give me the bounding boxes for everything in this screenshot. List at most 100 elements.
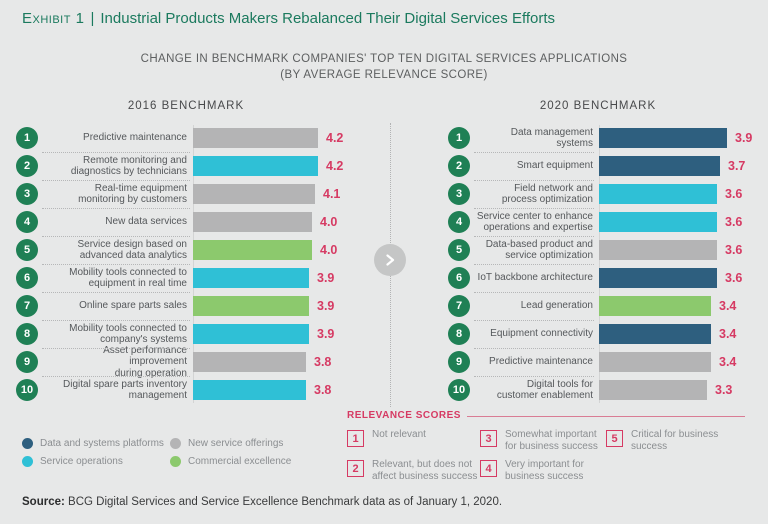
relevance-scores-rule xyxy=(466,416,745,417)
row-separator xyxy=(474,376,594,377)
source-text: BCG Digital Services and Service Excelle… xyxy=(64,496,503,508)
chevron-right-icon xyxy=(386,254,395,266)
value-bar xyxy=(599,268,717,288)
legend-item-label: Commercial excellence xyxy=(188,455,292,467)
value-bar xyxy=(193,324,309,344)
relevance-score-item: 4 Very important for business success xyxy=(480,459,606,482)
chart-row: 8 Mobility tools connected to company's s… xyxy=(16,320,343,348)
score-description: Relevant, but does not affect business s… xyxy=(372,459,478,482)
subtitle-line-1: CHANGE IN BENCHMARK COMPANIES' TOP TEN D… xyxy=(140,53,628,65)
rank-badge: 5 xyxy=(16,239,38,261)
value-label: 4.2 xyxy=(326,131,344,145)
chart-row: 8 Equipment connectivity 3.4 xyxy=(448,320,752,348)
value-bar xyxy=(193,156,318,176)
item-label: IoT backbone architecture xyxy=(477,272,593,284)
row-separator xyxy=(42,180,190,181)
benchmark-2020-chart: 1 Data management systems 3.9 2 Smart equipm… xyxy=(448,124,752,404)
exhibit-label: Exhibit 1 xyxy=(22,10,85,27)
item-label: Data management systems xyxy=(510,126,593,150)
item-label: Equipment connectivity xyxy=(490,328,593,340)
value-bar xyxy=(193,240,312,260)
source-note: Source: BCG Digital Services and Service… xyxy=(22,496,502,508)
row-separator xyxy=(42,376,190,377)
chart-row: 9 Asset performance improvement during op… xyxy=(16,345,343,379)
chart-row: 7 Online spare parts sales 3.9 xyxy=(16,292,343,320)
value-label: 3.4 xyxy=(719,299,737,313)
chart-row: 5 Data-based product and service optimiza… xyxy=(448,236,752,264)
value-bar xyxy=(193,268,309,288)
chart-row: 2 Remote monitoring and diagnostics by te… xyxy=(16,152,343,180)
legend-color-dot xyxy=(170,437,181,449)
item-label: Online spare parts sales xyxy=(79,300,187,312)
value-bar xyxy=(599,212,717,232)
chart-row: 3 Field network and process optimization 3… xyxy=(448,180,752,208)
category-legend: Data and systems platforms Service operat… xyxy=(22,434,318,470)
chart-row: 7 Lead generation 3.4 xyxy=(448,292,752,320)
value-label: 4.0 xyxy=(320,215,338,229)
legend-item: Service operations xyxy=(22,452,170,470)
chart-row: 4 Service center to enhance operations an… xyxy=(448,208,752,236)
legend-item-label: Service operations xyxy=(40,455,123,467)
rank-badge: 10 xyxy=(16,379,38,401)
rank-badge: 8 xyxy=(16,323,38,345)
item-label: Real-time equipment monitoring by custom… xyxy=(78,182,187,206)
row-separator xyxy=(474,208,594,209)
legend-item-label: Data and systems platforms xyxy=(40,437,164,449)
value-label: 3.9 xyxy=(317,271,335,285)
value-bar xyxy=(193,296,309,316)
rank-badge: 4 xyxy=(448,211,470,233)
value-bar xyxy=(599,128,727,148)
value-label: 3.6 xyxy=(725,243,743,257)
rank-badge: 10 xyxy=(448,379,470,401)
item-label: New data services xyxy=(105,216,187,228)
transition-arrow-badge xyxy=(374,244,406,276)
value-bar xyxy=(599,352,711,372)
chart-row: 4 New data services 4.0 xyxy=(16,208,343,236)
value-bar xyxy=(599,380,707,400)
score-number-box: 1 xyxy=(347,430,364,447)
legend-item-label: New service offerings xyxy=(188,437,284,449)
item-label: Remote monitoring and diagnostics by tec… xyxy=(70,154,187,178)
relevance-score-item: 3 Somewhat important for business success xyxy=(480,429,606,452)
subtitle-line-2: (BY AVERAGE RELEVANCE SCORE) xyxy=(280,69,488,81)
value-label: 3.6 xyxy=(725,215,743,229)
item-label: Mobility tools connected to company's sy… xyxy=(69,322,187,346)
value-label: 3.4 xyxy=(719,355,737,369)
row-separator xyxy=(42,152,190,153)
item-label: Smart equipment xyxy=(516,160,593,172)
row-separator xyxy=(42,264,190,265)
value-bar xyxy=(599,184,717,204)
score-description: Very important for business success xyxy=(505,459,584,482)
rank-badge: 4 xyxy=(16,211,38,233)
chart-row: 10 Digital spare parts inventory manageme… xyxy=(16,376,343,404)
value-label: 3.9 xyxy=(317,327,335,341)
legend-color-dot xyxy=(22,437,33,449)
chart-row: 6 IoT backbone architecture 3.6 xyxy=(448,264,752,292)
rank-badge: 7 xyxy=(16,295,38,317)
chart-row: 2 Smart equipment 3.7 xyxy=(448,152,752,180)
item-label: Predictive maintenance xyxy=(83,132,187,144)
value-label: 4.2 xyxy=(326,159,344,173)
item-label: Field network and process optimization xyxy=(501,182,593,206)
rank-badge: 6 xyxy=(448,267,470,289)
rank-badge: 1 xyxy=(448,127,470,149)
legend-color-dot xyxy=(22,455,33,467)
value-label: 3.8 xyxy=(314,383,332,397)
row-separator xyxy=(474,180,594,181)
relevance-scores-grid: 1 Not relevant 2 Relevant, but does not aff… xyxy=(347,429,745,482)
legend-item: New service offerings xyxy=(170,434,318,452)
legend-color-dot xyxy=(170,455,181,467)
item-label: Data-based product and service optimizat… xyxy=(485,238,593,262)
relevance-score-item: 2 Relevant, but does not affect business … xyxy=(347,459,480,482)
value-bar xyxy=(193,128,318,148)
legend-item: Data and systems platforms xyxy=(22,434,170,452)
value-label: 3.6 xyxy=(725,271,743,285)
benchmark-2020-header: 2020 BENCHMARK xyxy=(539,100,657,112)
rank-badge: 1 xyxy=(16,127,38,149)
row-separator xyxy=(42,320,190,321)
score-number-box: 5 xyxy=(606,430,623,447)
chart-row: 6 Mobility tools connected to equipment i… xyxy=(16,264,343,292)
value-bar xyxy=(193,380,306,400)
row-separator xyxy=(474,264,594,265)
